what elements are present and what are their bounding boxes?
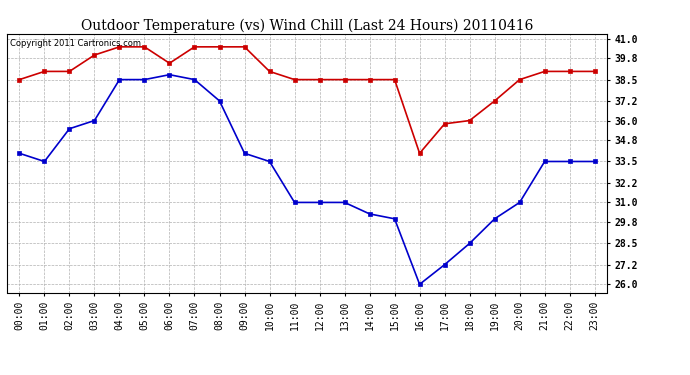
Title: Outdoor Temperature (vs) Wind Chill (Last 24 Hours) 20110416: Outdoor Temperature (vs) Wind Chill (Las… [81,18,533,33]
Text: Copyright 2011 Cartronics.com: Copyright 2011 Cartronics.com [10,39,141,48]
